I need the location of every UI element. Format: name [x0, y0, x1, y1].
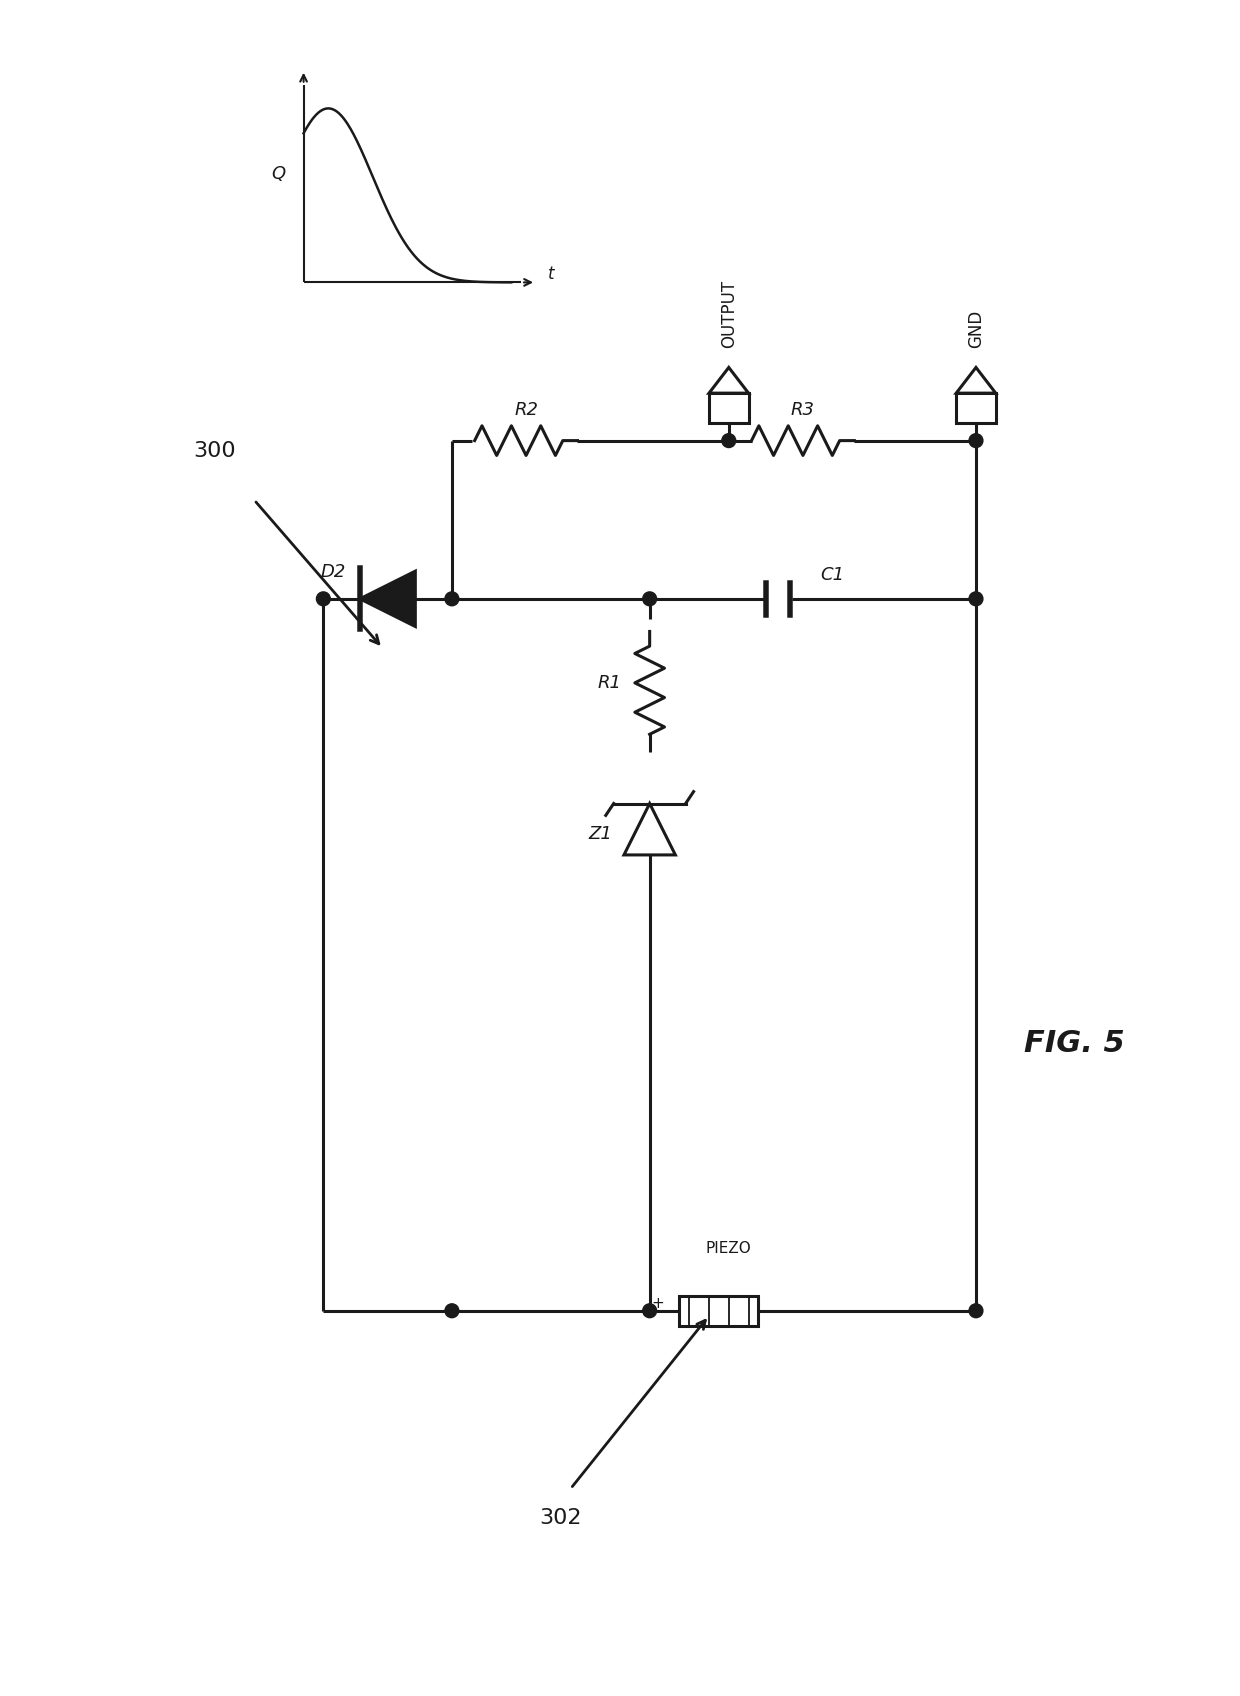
- Text: GND: GND: [967, 309, 985, 348]
- Circle shape: [642, 592, 657, 605]
- Text: C1: C1: [821, 566, 844, 583]
- Circle shape: [642, 1304, 657, 1318]
- Text: Q: Q: [272, 165, 285, 183]
- Polygon shape: [360, 572, 415, 626]
- Circle shape: [968, 434, 983, 448]
- Circle shape: [445, 1304, 459, 1318]
- Circle shape: [445, 592, 459, 605]
- Circle shape: [316, 592, 330, 605]
- Text: Z1: Z1: [588, 826, 613, 843]
- Text: PIEZO: PIEZO: [706, 1241, 751, 1257]
- Circle shape: [968, 592, 983, 605]
- Text: R3: R3: [791, 400, 815, 419]
- Text: +: +: [651, 1296, 663, 1311]
- Text: 300: 300: [193, 441, 236, 461]
- Text: 302: 302: [539, 1508, 582, 1528]
- Circle shape: [722, 434, 735, 448]
- Text: D2: D2: [321, 563, 346, 582]
- Text: R1: R1: [598, 673, 622, 692]
- Text: R2: R2: [515, 400, 538, 419]
- Text: FIG. 5: FIG. 5: [1024, 1029, 1125, 1058]
- Text: OUTPUT: OUTPUT: [719, 280, 738, 348]
- Circle shape: [968, 1304, 983, 1318]
- Text: t: t: [548, 266, 554, 283]
